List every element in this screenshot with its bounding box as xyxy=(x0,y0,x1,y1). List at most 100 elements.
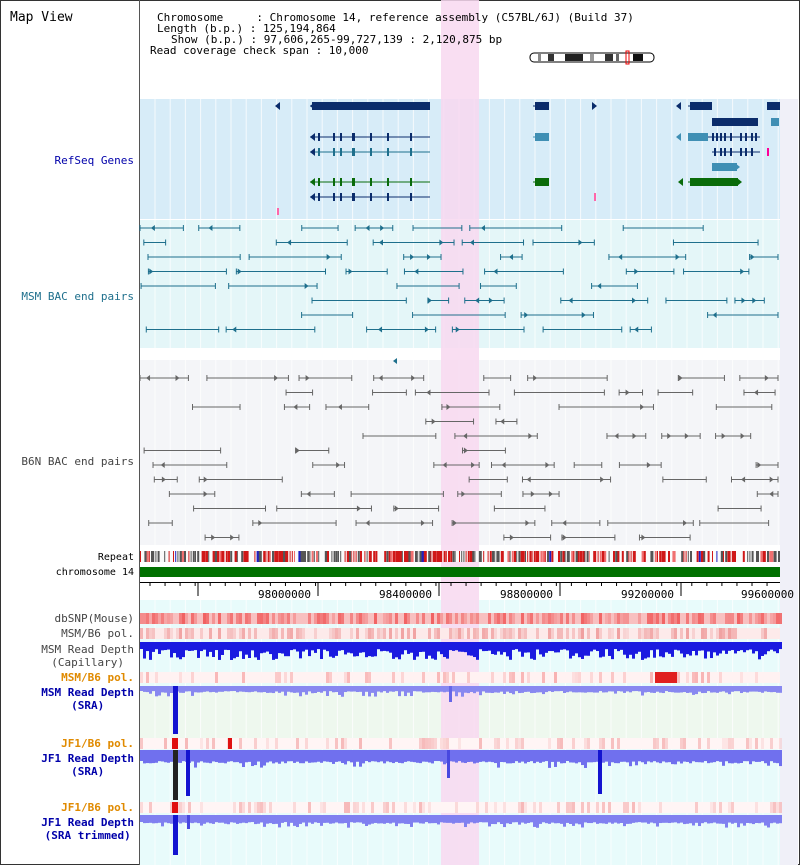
depth-bar xyxy=(218,815,221,823)
depth-bar xyxy=(326,642,329,652)
gene-exon xyxy=(720,133,722,141)
depth-bar xyxy=(674,642,677,650)
heat-cell xyxy=(512,672,515,683)
depth-bar xyxy=(710,750,713,763)
depth-bar xyxy=(575,815,578,824)
depth-bar xyxy=(668,642,671,654)
track-label-msm-b6-pol[interactable]: MSM/B6 pol. xyxy=(61,627,134,640)
repeat-element xyxy=(751,551,754,562)
heat-cell xyxy=(473,613,476,624)
strand-arrow xyxy=(735,163,740,171)
track-label-msm-read-cap[interactable]: MSM Read Depth (Capillary) xyxy=(41,643,134,669)
depth-bar xyxy=(755,815,758,824)
repeat-element xyxy=(340,551,342,562)
bac-end-arrow xyxy=(618,254,623,260)
depth-bar xyxy=(773,815,776,823)
depth-bar xyxy=(242,750,245,768)
depth-bar xyxy=(152,815,155,824)
heat-cell xyxy=(257,613,260,624)
depth-bar xyxy=(593,815,596,823)
depth-bar xyxy=(356,686,359,693)
heat-cell xyxy=(380,628,383,639)
track-label-msm-sra[interactable]: MSM Read Depth (SRA) xyxy=(41,686,134,712)
depth-bar xyxy=(437,642,440,652)
repeat-element xyxy=(514,551,516,562)
heat-cell xyxy=(599,613,602,624)
track-label-jf1-b6-pol[interactable]: JF1/B6 pol. xyxy=(61,737,134,750)
track-label-msm-bac[interactable]: MSM BAC end pairs xyxy=(21,290,134,303)
track-label-dbsnp[interactable]: dbSNP(Mouse) xyxy=(54,612,134,625)
repeat-element xyxy=(459,551,460,562)
depth-bar xyxy=(773,642,776,652)
depth-bar xyxy=(143,686,146,692)
depth-bar xyxy=(776,815,779,824)
heat-cell xyxy=(623,613,626,624)
bac-end-arrow xyxy=(442,462,447,468)
gene-block xyxy=(535,133,549,141)
heat-cell xyxy=(149,802,152,813)
depth-bar xyxy=(530,750,533,762)
heat-cell xyxy=(527,613,530,624)
depth-bar xyxy=(296,686,299,693)
repeat-element xyxy=(723,551,724,562)
depth-bar xyxy=(272,642,275,660)
gene-exon xyxy=(410,148,412,156)
depth-bar xyxy=(749,686,752,692)
track-label-jf1-trimmed[interactable]: JF1 Read Depth (SRA trimmed) xyxy=(41,816,134,842)
heat-cell xyxy=(521,613,524,624)
ideogram-band xyxy=(548,54,554,61)
gene-exon xyxy=(340,148,342,156)
track-label-refseq[interactable]: RefSeq Genes xyxy=(54,154,134,167)
heat-cell xyxy=(728,613,731,624)
depth-bar xyxy=(512,642,515,650)
track-label-repeat[interactable]: Repeat xyxy=(97,552,134,563)
depth-bar xyxy=(212,815,215,824)
heat-cell xyxy=(557,738,560,749)
repeat-element xyxy=(461,551,463,562)
track-label-jf1-sra[interactable]: JF1 Read Depth (SRA) xyxy=(41,752,134,778)
depth-bar xyxy=(470,815,473,823)
depth-bar xyxy=(584,686,587,693)
depth-bar xyxy=(233,815,236,823)
heat-cell xyxy=(740,672,743,683)
heat-cell xyxy=(344,802,347,813)
heat-cell xyxy=(662,613,665,624)
heat-cell xyxy=(584,613,587,624)
depth-bar xyxy=(665,686,668,692)
depth-bar xyxy=(170,642,173,658)
heat-cell xyxy=(320,613,323,624)
depth-bar xyxy=(644,686,647,693)
depth-bar xyxy=(764,750,767,764)
track-label-msm-b6-pol-sra[interactable]: MSM/B6 pol. xyxy=(61,671,134,684)
depth-bar xyxy=(248,686,251,693)
heat-cell xyxy=(437,613,440,624)
heat-cell xyxy=(665,738,668,749)
depth-bar xyxy=(149,686,152,694)
track-label-b6n-bac[interactable]: B6N BAC end pairs xyxy=(21,455,134,468)
depth-bar xyxy=(290,815,293,823)
depth-bar xyxy=(653,750,656,762)
heat-cell xyxy=(647,613,650,624)
depth-bar xyxy=(317,750,320,762)
depth-bar xyxy=(305,642,308,650)
depth-bar xyxy=(455,686,458,697)
repeat-element xyxy=(280,551,284,562)
depth-bar xyxy=(377,750,380,763)
depth-bar xyxy=(248,815,251,823)
heat-cell xyxy=(623,802,626,813)
heat-cell xyxy=(371,628,374,639)
depth-bar xyxy=(548,815,551,824)
gene-exon xyxy=(318,148,320,156)
depth-bar xyxy=(674,750,677,765)
depth-bar xyxy=(218,750,221,763)
depth-bar xyxy=(557,815,560,824)
depth-bar xyxy=(596,815,599,824)
heat-cell xyxy=(296,628,299,639)
track-label-jf1-b6-pol-trim[interactable]: JF1/B6 pol. xyxy=(61,801,134,814)
depth-spike xyxy=(173,686,178,734)
depth-bar xyxy=(200,642,203,652)
depth-bar xyxy=(461,686,464,697)
heat-cell xyxy=(530,613,533,624)
depth-bar xyxy=(272,686,275,694)
